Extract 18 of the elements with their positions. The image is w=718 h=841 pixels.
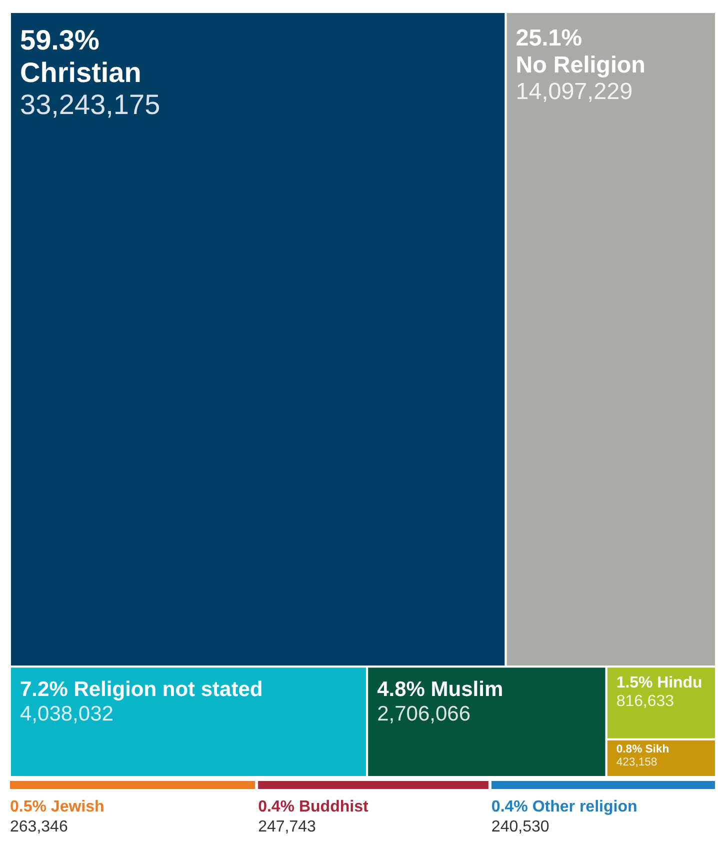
category-label: 0.8% Sikh (616, 744, 670, 756)
data-label: 423,158 (616, 756, 658, 769)
category-label: 1.5% Hindu (616, 674, 702, 692)
category-label: 0.5% Jewish (10, 798, 104, 816)
data-label: 33,243,175 (20, 89, 160, 120)
category-label: 7.2% Religion not stated (20, 678, 263, 702)
data-label: 247,743 (258, 818, 316, 836)
data-label: 263,346 (10, 818, 68, 836)
data-label: 14,097,229 (516, 78, 633, 104)
data-label: 2,706,066 (377, 702, 471, 726)
category-label: 25.1% No Religion (516, 24, 646, 78)
category-label: 4.8% Muslim (377, 678, 504, 702)
category-label: 0.4% Other religion (491, 798, 638, 816)
data-label: 816,633 (616, 692, 674, 710)
category-label: 59.3% Christian (20, 24, 142, 88)
data-label: 4,038,032 (20, 702, 114, 726)
data-label: 240,530 (491, 818, 550, 836)
category-label: 0.4% Buddhist (258, 798, 369, 816)
